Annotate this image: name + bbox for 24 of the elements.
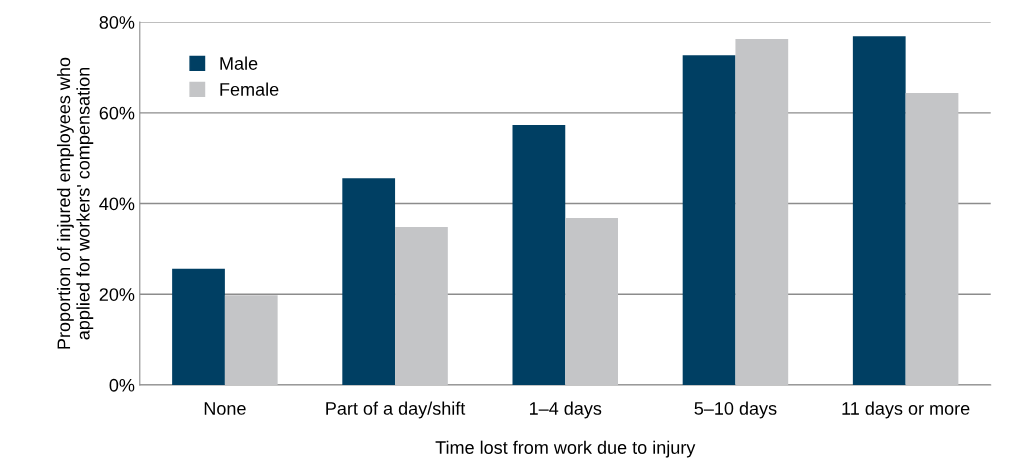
- y-axis-title: Proportion of injured employees who applied for workers' compensation: [56, 57, 94, 349]
- bar: [735, 38, 789, 385]
- legend-label: Male: [220, 56, 258, 70]
- y-tick-label: 0%: [109, 378, 135, 392]
- bar: [905, 92, 959, 385]
- bar: [565, 218, 619, 385]
- bar: [512, 125, 566, 385]
- x-tick-label: Part of a day/shift: [326, 401, 466, 419]
- bar: [395, 227, 448, 385]
- bar: [172, 268, 225, 385]
- x-tick-label: 1–4 days: [529, 401, 602, 419]
- y-tick-label: 60%: [99, 106, 135, 120]
- x-axis-title: Time lost from work due to injury: [435, 440, 696, 458]
- y-tick-label: 80%: [99, 16, 135, 29]
- bar: [682, 55, 736, 385]
- y-tick-label: 40%: [99, 197, 135, 211]
- legend-label: Female: [220, 82, 279, 96]
- y-tick-label: 20%: [99, 288, 135, 301]
- bar: [852, 36, 906, 385]
- x-tick-label: 5–10 days: [694, 401, 777, 419]
- x-tick-label: None: [204, 402, 246, 415]
- x-tick-label: 11 days or more: [842, 401, 970, 419]
- bar: [224, 295, 278, 385]
- bar: [342, 178, 396, 385]
